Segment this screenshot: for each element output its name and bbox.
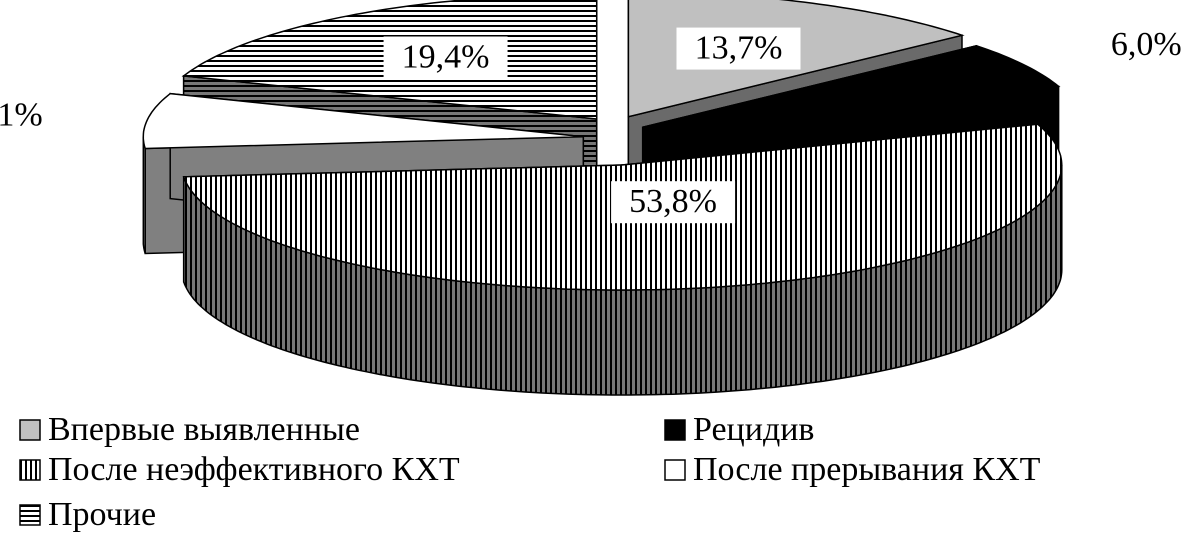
data-label: 19,4% bbox=[402, 38, 490, 75]
legend-swatch bbox=[664, 419, 686, 441]
legend-label: Рецидив bbox=[693, 411, 815, 448]
data-label: 53,8% bbox=[629, 183, 717, 220]
legend-swatch bbox=[19, 459, 41, 481]
legend-label: Впервые выявленные bbox=[48, 411, 360, 448]
legend-label: Прочие bbox=[48, 496, 156, 533]
legend-label: После неэффективного КХТ bbox=[48, 451, 460, 488]
data-label: 13,7% bbox=[695, 29, 783, 66]
slice-side bbox=[142, 136, 146, 254]
legend-label: После прерывания КХТ bbox=[693, 451, 1041, 488]
label-box bbox=[611, 181, 736, 224]
legend-swatch bbox=[664, 459, 686, 481]
data-label: 6,0% bbox=[1111, 26, 1182, 63]
label-box bbox=[383, 36, 508, 79]
legend-swatch bbox=[19, 504, 41, 526]
label-box bbox=[676, 27, 801, 70]
slice-top bbox=[142, 92, 584, 150]
data-label: 7,1% bbox=[0, 96, 43, 133]
slice-top bbox=[642, 45, 1061, 128]
legend-swatch bbox=[19, 419, 41, 441]
